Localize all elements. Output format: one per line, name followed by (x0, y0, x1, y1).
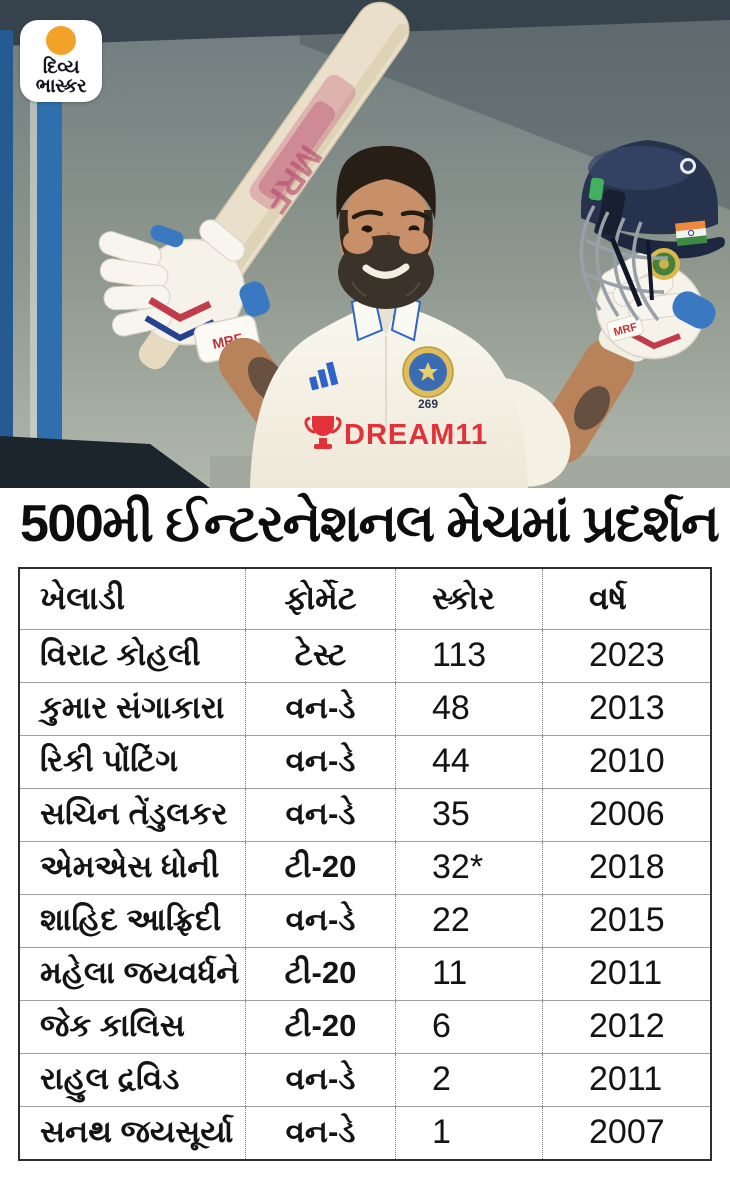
stats-table: ખેલાડી ફોર્મેટ સ્કોર વર્ષ વિરાટ કોહલી ટે… (18, 566, 712, 1161)
table-row: શાહિદ આફ્રિદી વન-ડે 22 2015 (20, 893, 710, 947)
hair (336, 146, 436, 220)
table-row: મહેલા જયવર્ધને ટી-20 11 2011 (20, 946, 710, 1000)
logo-sun-icon (46, 25, 76, 55)
light-pole (30, 36, 37, 456)
year-value: 2015 (542, 894, 710, 947)
smile (362, 263, 410, 279)
left-batting-glove: MRF (98, 219, 270, 364)
score-value: 2 (395, 1053, 542, 1106)
chin-strap (646, 239, 654, 301)
format-value: વન-ડે (245, 1106, 395, 1159)
header-score: સ્કોર (395, 568, 542, 629)
player-name: મહેલા જયવર્ધને (40, 955, 240, 991)
photo-illustration: MRF MRF (0, 0, 730, 488)
score-value: 44 (395, 735, 542, 788)
format-value: ટી-20 (245, 947, 395, 1000)
jersey-number-text: 269 (418, 397, 438, 411)
table-row: એમએસ ધોની ટી-20 32* 2018 (20, 840, 710, 894)
table-body: વિરાટ કોહલી ટેસ્ટ 113 2023 કુમાર સંગાકાર… (20, 628, 710, 1159)
score-value: 32* (395, 841, 542, 894)
format-value: વન-ડે (245, 682, 395, 735)
beard-streak (405, 281, 421, 297)
helmet-vent (680, 158, 696, 174)
format-value: વન-ડે (245, 894, 395, 947)
kohli-celebration-photo: MRF MRF (0, 0, 730, 488)
cheek (343, 230, 373, 254)
beard-streak (351, 281, 367, 297)
score-value: 35 (395, 788, 542, 841)
year-value: 2010 (542, 735, 710, 788)
helmet-clip (588, 177, 605, 201)
player-name: કુમાર સંગાકારા (40, 690, 225, 726)
header-format: ફોર્મેટ (245, 568, 395, 629)
year-value: 2007 (542, 1106, 710, 1159)
eyebrow (351, 209, 384, 220)
jersey-sponsor-text: DREAM11 (344, 419, 488, 451)
helmet (579, 140, 725, 322)
format-value: વન-ડે (245, 735, 395, 788)
player-name: વિરાટ કોહલી (40, 637, 201, 673)
format-value: ટેસ્ટ (245, 629, 395, 682)
dream11-trophy-icon (304, 416, 342, 449)
header-player: ખેલાડી (40, 579, 126, 616)
bcci-crest (402, 346, 454, 398)
year-value: 2011 (542, 1053, 710, 1106)
eye (361, 225, 373, 233)
score-value: 113 (395, 629, 542, 682)
table-row: કુમાર સંગાકારા વન-ડે 48 2013 (20, 681, 710, 735)
player-name: રાહુલ દ્રવિડ (40, 1061, 180, 1097)
player-name: રિકી પોંટિંગ (40, 743, 178, 779)
score-value: 11 (395, 947, 542, 1000)
player-name: એમએસ ધોની (40, 849, 220, 885)
cheek (399, 230, 429, 254)
year-value: 2012 (542, 1000, 710, 1053)
blue-pillar-left (0, 30, 13, 488)
logo-text-line1: દિવ્ય (42, 56, 80, 78)
year-value: 2018 (542, 841, 710, 894)
player-name: સચિન તેંડુલકર (40, 796, 228, 832)
divya-bhaskar-logo: દિવ્ય ભાસ્કર (20, 20, 102, 102)
score-value: 48 (395, 682, 542, 735)
header-year: વર્ષ (542, 568, 710, 629)
table-header-row: ખેલાડી ફોર્મેટ સ્કોર વર્ષ (20, 568, 710, 629)
year-value: 2011 (542, 947, 710, 1000)
year-value: 2013 (542, 682, 710, 735)
score-value: 22 (395, 894, 542, 947)
year-value: 2006 (542, 788, 710, 841)
adidas-logo (308, 361, 339, 391)
india-flag (675, 220, 708, 246)
score-value: 1 (395, 1106, 542, 1159)
logo-text-line2: ભાસ્કર (35, 76, 87, 97)
helmet-badge (648, 248, 680, 280)
page-title: 500મી ઈન્ટરનેશનલ મેચમાં પ્રદર્શન (20, 495, 720, 553)
table-row: સનથ જયસૂર્યા વન-ડે 1 2007 (20, 1105, 710, 1159)
table-row: જેક કાલિસ ટી-20 6 2012 (20, 999, 710, 1053)
table-row: રિકી પોંટિંગ વન-ડે 44 2010 (20, 734, 710, 788)
helmet-grille (579, 205, 669, 322)
table-row: રાહુલ દ્રવિડ વન-ડે 2 2011 (20, 1052, 710, 1106)
head (336, 146, 436, 309)
table-row: વિરાટ કોહલી ટેસ્ટ 113 2023 (20, 628, 710, 682)
blue-pillar (37, 36, 62, 446)
format-value: ટી-20 (245, 841, 395, 894)
eyebrow (400, 210, 431, 221)
chin-strap (609, 237, 643, 307)
score-value: 6 (395, 1000, 542, 1053)
year-value: 2023 (542, 629, 710, 682)
player-name: સનથ જયસૂર્યા (40, 1114, 234, 1150)
table-row: સચિન તેંડુલકર વન-ડે 35 2006 (20, 787, 710, 841)
format-value: વન-ડે (245, 1053, 395, 1106)
player-name: શાહિદ આફ્રિદી (40, 902, 222, 938)
foreground-shadow (0, 436, 210, 488)
helmet-brim (594, 222, 725, 259)
player-name: જેક કાલિસ (40, 1008, 185, 1044)
format-value: ટી-20 (245, 1000, 395, 1053)
format-value: વન-ડે (245, 788, 395, 841)
